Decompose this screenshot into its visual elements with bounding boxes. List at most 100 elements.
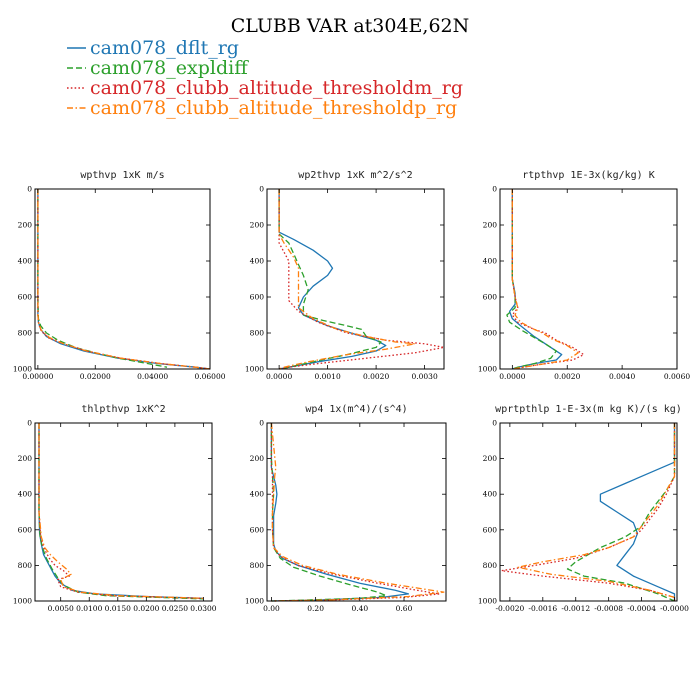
- x-tick-label: 0.0030: [411, 372, 437, 381]
- panel-title: wp4 1x(m^4)/(s^4): [305, 404, 407, 415]
- y-tick-label: 600: [250, 293, 265, 302]
- legend-label: cam078_dflt_rg: [90, 37, 239, 59]
- figure-title: CLUBB VAR at304E,62N: [231, 15, 470, 37]
- y-tick-label: 800: [18, 329, 33, 338]
- y-tick-label: 200: [250, 454, 265, 463]
- y-tick-label: 800: [18, 561, 33, 570]
- x-tick-label: 0.0100: [76, 604, 102, 613]
- panel-title: wpthvp 1xK m/s: [80, 170, 164, 181]
- series-line: [278, 189, 445, 370]
- series-line: [37, 189, 168, 368]
- x-tick-label: 0.0020: [554, 372, 580, 381]
- series-line: [37, 189, 211, 370]
- y-tick-label: 400: [18, 257, 33, 266]
- y-tick-label: 800: [483, 329, 498, 338]
- plot-frame: [34, 422, 213, 602]
- plot-frame: [499, 422, 678, 602]
- y-tick-label: 0: [27, 419, 32, 428]
- series-line: [511, 189, 585, 370]
- y-tick-label: 600: [18, 293, 33, 302]
- x-tick-label: 0.0060: [664, 372, 690, 381]
- x-tick-label: 0.0010: [314, 372, 340, 381]
- x-tick-label: -0.0008: [594, 604, 623, 613]
- x-tick-label: 0.60: [396, 604, 413, 613]
- series-line: [38, 423, 204, 599]
- x-tick-label: 0.00: [263, 604, 280, 613]
- y-tick-label: 800: [483, 561, 498, 570]
- plot-frame: [499, 188, 678, 370]
- series-line: [270, 423, 387, 602]
- series-line: [278, 189, 382, 370]
- y-tick-label: 0: [259, 185, 264, 194]
- series-line: [38, 423, 204, 600]
- y-tick-label: 600: [483, 293, 498, 302]
- panel-title: wp2thvp 1xK m^2/s^2: [298, 170, 412, 181]
- series-line: [508, 189, 563, 370]
- y-tick-label: 800: [250, 329, 265, 338]
- y-tick-label: 400: [250, 257, 265, 266]
- series-line: [270, 423, 410, 602]
- y-tick-label: 0: [27, 185, 32, 194]
- y-tick-label: 0: [259, 419, 264, 428]
- y-tick-label: 400: [483, 257, 498, 266]
- series-line: [517, 423, 676, 601]
- series-line: [278, 189, 416, 370]
- x-tick-label: 0.0020: [363, 372, 389, 381]
- y-tick-label: 400: [250, 490, 265, 499]
- y-tick-label: 600: [18, 525, 33, 534]
- x-tick-label: -0.0000: [660, 604, 689, 613]
- y-tick-label: 200: [18, 221, 33, 230]
- y-tick-label: 400: [483, 490, 498, 499]
- panel-title: rtpthvp 1E-3x(kg/kg) K: [522, 170, 654, 181]
- x-tick-label: 0.0040: [609, 372, 635, 381]
- x-tick-label: 0.0000: [499, 372, 525, 381]
- series-line: [38, 423, 204, 599]
- y-tick-label: 200: [483, 221, 498, 230]
- series-line: [270, 422, 445, 602]
- plot-frame: [266, 188, 445, 370]
- x-tick-label: 0.20: [307, 604, 324, 613]
- y-tick-label: 200: [250, 221, 265, 230]
- y-tick-label: 1000: [13, 365, 32, 374]
- x-tick-label: -0.0004: [627, 604, 656, 613]
- chart-panel: rtpthvp 1E-3x(kg/kg) K020040060080010000…: [478, 170, 690, 381]
- y-tick-label: 200: [18, 454, 33, 463]
- y-tick-label: 1000: [478, 365, 497, 374]
- legend-label: cam078_expldiff: [90, 57, 249, 79]
- x-tick-label: 0.06000: [194, 372, 225, 381]
- y-tick-label: 1000: [478, 597, 497, 606]
- series-line: [278, 189, 387, 370]
- y-tick-label: 200: [483, 454, 498, 463]
- y-tick-label: 1000: [245, 597, 264, 606]
- series-line: [599, 423, 676, 601]
- y-tick-label: 600: [250, 525, 265, 534]
- series-line: [506, 189, 557, 370]
- panel-title: thlpthvp 1xK^2: [81, 404, 165, 415]
- chart-panel: wprtpthlp 1-E-3x(m kg K)/(s kg) 0 200 400 60…: [478, 404, 689, 613]
- x-tick-label: 0.04000: [137, 372, 168, 381]
- x-tick-label: -0.0012: [561, 604, 590, 613]
- x-tick-label: 0.0050: [48, 604, 74, 613]
- x-tick-label: 0.00000: [22, 372, 53, 381]
- x-tick-label: 0.0000: [266, 372, 292, 381]
- y-tick-label: 0: [492, 419, 497, 428]
- panel-title: wprtpthlp 1-E-3x(m kg K)/(s kg): [495, 404, 682, 415]
- legend-label: cam078_clubb_altitude_thresholdp_rg: [90, 97, 457, 119]
- plot-frame: [266, 422, 447, 602]
- y-tick-label: 0: [492, 185, 497, 194]
- series-line: [511, 189, 579, 370]
- x-tick-label: 0.0200: [133, 604, 159, 613]
- y-tick-label: 800: [250, 561, 265, 570]
- x-tick-label: 0.02000: [80, 372, 111, 381]
- series-line: [38, 423, 204, 599]
- x-tick-label: 0.0300: [190, 604, 216, 613]
- x-tick-label: 0.0250: [162, 604, 188, 613]
- y-tick-label: 1000: [245, 365, 264, 374]
- plot-frame: [34, 188, 211, 370]
- chart-panel: wp2thvp 1xK m^2/s^2020040060080010000.00…: [245, 170, 445, 381]
